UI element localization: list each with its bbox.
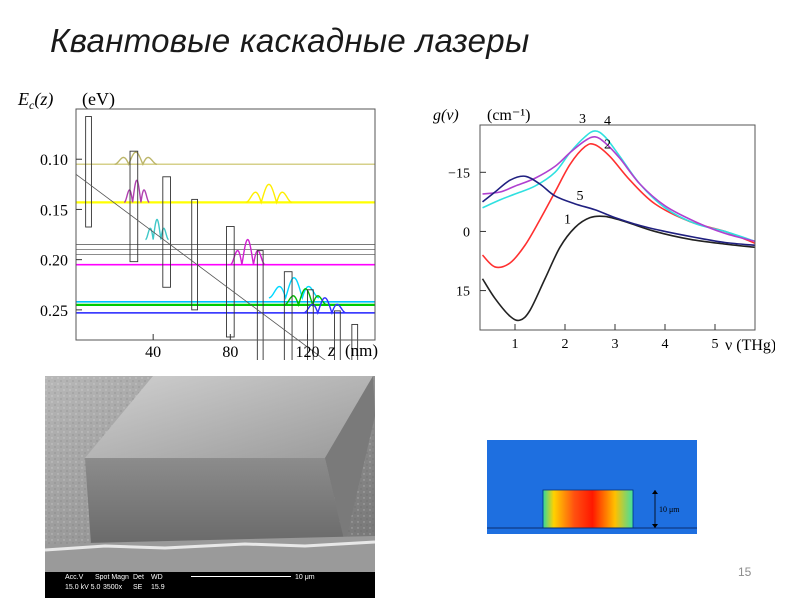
gain-curve-5 xyxy=(482,175,756,247)
wavefunction-1 xyxy=(114,151,158,166)
gain-spectrum-svg: 1 2 3 4 5 15 0 −15 1 2 3 4 5 g(ν) (cm⁻¹) ν (THg) xyxy=(433,107,776,354)
mode-scale-label: 10 μm xyxy=(659,505,680,514)
sem-info-wd-value: 15.9 xyxy=(151,584,165,591)
energy-x-unit: (nm) xyxy=(345,341,378,360)
gain-x-tick-label: 5 xyxy=(712,337,719,352)
wavefunction-3 xyxy=(245,183,293,205)
gain-plot-frame xyxy=(479,124,756,331)
ridge-top xyxy=(85,376,373,458)
gain-curve-label-3: 3 xyxy=(579,112,586,127)
wavefunction-6 xyxy=(268,276,320,301)
energy-x-tick-label: 80 xyxy=(222,344,238,360)
energy-series-group xyxy=(76,151,375,316)
gain-curve-label-5: 5 xyxy=(577,189,584,204)
energy-plot-frame xyxy=(75,108,376,341)
mode-core xyxy=(543,490,633,528)
sem-info-magn: 3500x xyxy=(103,584,123,591)
energy-x-tick-label: 40 xyxy=(145,344,161,360)
mode-profile-image: 10 μm xyxy=(487,440,697,534)
sem-info-se: SE xyxy=(133,584,143,591)
gain-y-tick-label: 15 xyxy=(456,285,470,300)
gain-y-unit: (cm⁻¹) xyxy=(487,107,530,124)
gain-curve-4 xyxy=(482,135,756,243)
page-number: 15 xyxy=(738,565,752,579)
gain-spectrum-chart: 1 2 3 4 5 15 0 −15 1 2 3 4 5 g(ν) (cm⁻¹) ν (THg) xyxy=(425,100,776,360)
wavefunction-7 xyxy=(284,288,327,308)
gain-y-label: g(ν) xyxy=(433,107,459,124)
wavefunction-8 xyxy=(303,297,347,316)
slide-title: Квантовые каскадные лазеры xyxy=(50,22,530,59)
gain-x-label: ν (THg) xyxy=(725,337,775,354)
barrier-5 xyxy=(226,226,235,338)
wavefunction-5 xyxy=(230,238,266,266)
energy-x-label: z xyxy=(327,340,335,360)
gain-y-tick-label: −15 xyxy=(448,166,470,181)
gain-curve-label-4: 4 xyxy=(604,114,611,129)
gain-x-tick-label: 4 xyxy=(662,337,669,352)
barrier-7 xyxy=(283,271,293,383)
energy-y-label: Ec(z) xyxy=(17,89,53,112)
barrier-9 xyxy=(334,310,341,422)
gain-curve-label-1: 1 xyxy=(564,213,571,228)
energy-y-tick-label: 0.15 xyxy=(40,202,68,219)
energy-x-tick-label: 120 xyxy=(295,344,319,360)
gain-curve-label-2: 2 xyxy=(604,138,611,153)
sem-info-det: Det xyxy=(133,574,144,581)
sem-scale-label: 10 μm xyxy=(295,574,315,581)
gain-y-tick-label: 0 xyxy=(463,225,470,240)
energy-y-tick-label: 0.20 xyxy=(40,253,68,270)
band-edge-slope xyxy=(75,173,366,391)
energy-axes-group: 0.25 0.20 0.15 0.10 40 80 120 xyxy=(40,108,376,361)
ridge-facet xyxy=(85,458,345,544)
sem-scale-bar xyxy=(191,576,291,577)
gain-curve-2 xyxy=(481,142,756,269)
energy-barriers-group xyxy=(75,116,366,436)
gain-axes-group: 150−151 2 3 4 5 xyxy=(448,124,756,352)
sem-ridge-svg xyxy=(45,376,375,598)
sem-info-bar: Acc.V Spot Magn Det WD 15.0 kV 5.0 3500x… xyxy=(45,572,375,598)
mode-profile-svg: 10 μm xyxy=(487,440,697,534)
sem-info-spot: Spot Magn xyxy=(95,574,129,581)
barrier-2 xyxy=(129,150,139,263)
barrier-3 xyxy=(162,176,171,288)
gain-series-group: 1 2 3 4 5 xyxy=(481,112,756,322)
gain-x-tick-label: 2 xyxy=(562,337,569,352)
sem-info-wd: WD xyxy=(151,574,163,581)
barrier-1 xyxy=(85,116,92,228)
sem-info-kv: 15.0 kV 5.0 xyxy=(65,584,101,591)
energy-band-diagram: 0.25 0.20 0.15 0.10 40 80 120 Ec(z) (eV) z (nm… xyxy=(10,85,410,436)
energy-y-tick-label: 0.10 xyxy=(40,152,68,169)
gain-curve-1 xyxy=(481,215,756,322)
energy-y-tick-label: 0.25 xyxy=(40,303,68,320)
gain-x-tick-label: 3 xyxy=(612,337,619,352)
sem-info-accv: Acc.V xyxy=(65,574,84,581)
ridge-side xyxy=(325,376,375,544)
energy-y-unit: (eV) xyxy=(82,89,115,110)
wavefunction-2 xyxy=(123,179,150,204)
sem-micrograph: Acc.V Spot Magn Det WD 15.0 kV 5.0 3500x… xyxy=(45,376,375,598)
gain-curve-3 xyxy=(482,130,756,243)
wavefunction-4 xyxy=(145,218,169,241)
gain-x-tick-label: 1 xyxy=(512,337,519,352)
energy-band-svg: 0.25 0.20 0.15 0.10 40 80 120 Ec(z) (eV) z (nm… xyxy=(17,89,378,436)
barrier-4 xyxy=(191,198,198,311)
